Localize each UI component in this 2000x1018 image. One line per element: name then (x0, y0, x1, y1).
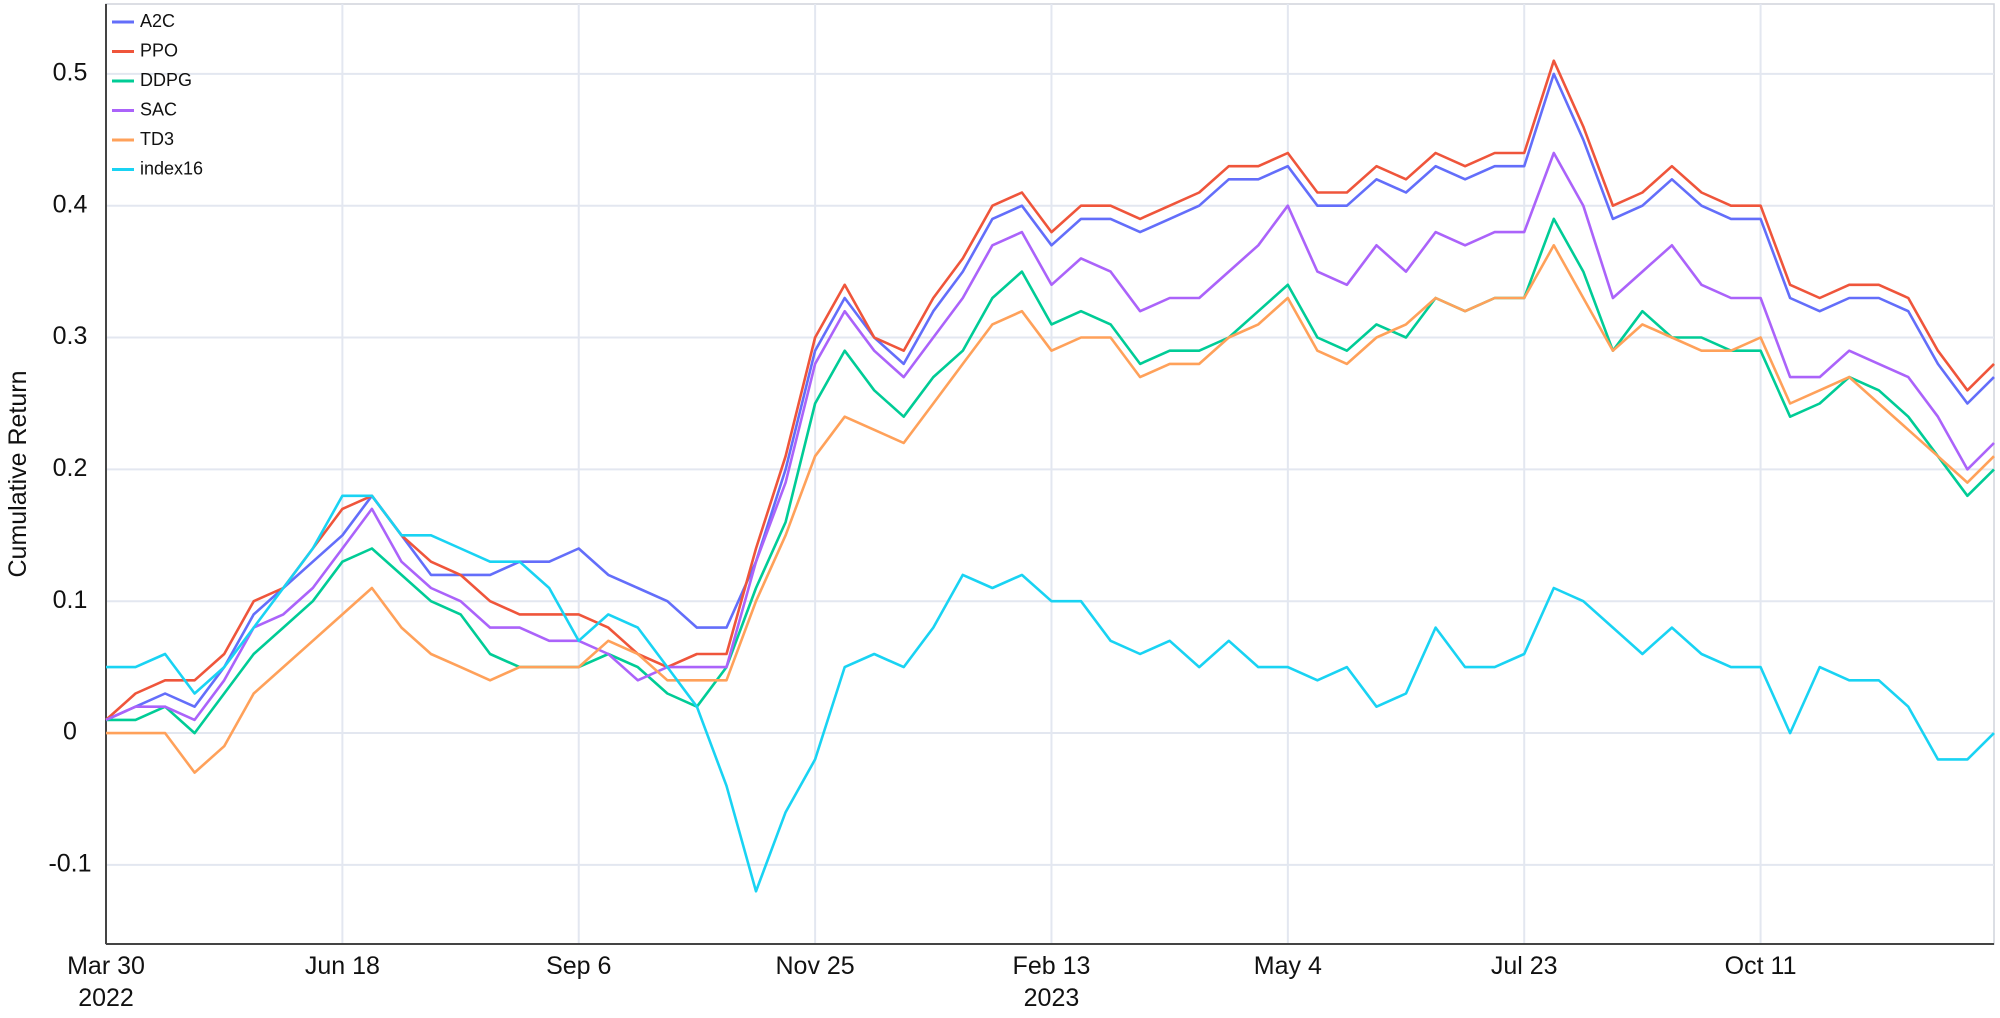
series-line (106, 244, 1995, 774)
x-tick-label: May 4 (1253, 952, 1322, 980)
series-line (106, 217, 1995, 735)
x-tick-label: Oct 11 (1724, 952, 1797, 980)
legend: A2C PPO DDPG SAC TD3 index16 (112, 11, 203, 178)
y-tick-label: 0.4 (53, 190, 88, 218)
series-line (106, 494, 1995, 893)
x-tick-label: Jul 23 (1490, 952, 1558, 980)
plot-area (105, 3, 1995, 945)
y-axis-title: Cumulative Return (4, 370, 32, 577)
legend-label: A2C (140, 11, 175, 31)
series-line (105, 151, 1995, 722)
series-line (105, 59, 1995, 721)
x-tick-label: Mar 30 2022 (67, 952, 145, 1012)
series-line (105, 72, 1995, 722)
x-tick-label: Sep 6 (546, 952, 612, 980)
legend-label: TD3 (140, 129, 174, 149)
x-tick-label: Jun 18 (304, 952, 380, 980)
legend-label: index16 (140, 158, 203, 178)
x-tick-label: Nov 25 (775, 952, 855, 980)
y-tick-label: 0.3 (53, 322, 88, 350)
legend-label: SAC (140, 99, 177, 119)
y-tick-label: 0 (63, 718, 77, 746)
y-tick-label: 0.2 (53, 454, 88, 482)
y-tick-label: -0.1 (48, 850, 91, 878)
legend-label: PPO (140, 40, 178, 60)
y-tick-label: 0.5 (53, 58, 88, 86)
y-tick-label: 0.1 (53, 586, 88, 614)
legend-label: DDPG (140, 70, 192, 90)
x-tick-label: Feb 13 2023 (1012, 952, 1091, 1012)
